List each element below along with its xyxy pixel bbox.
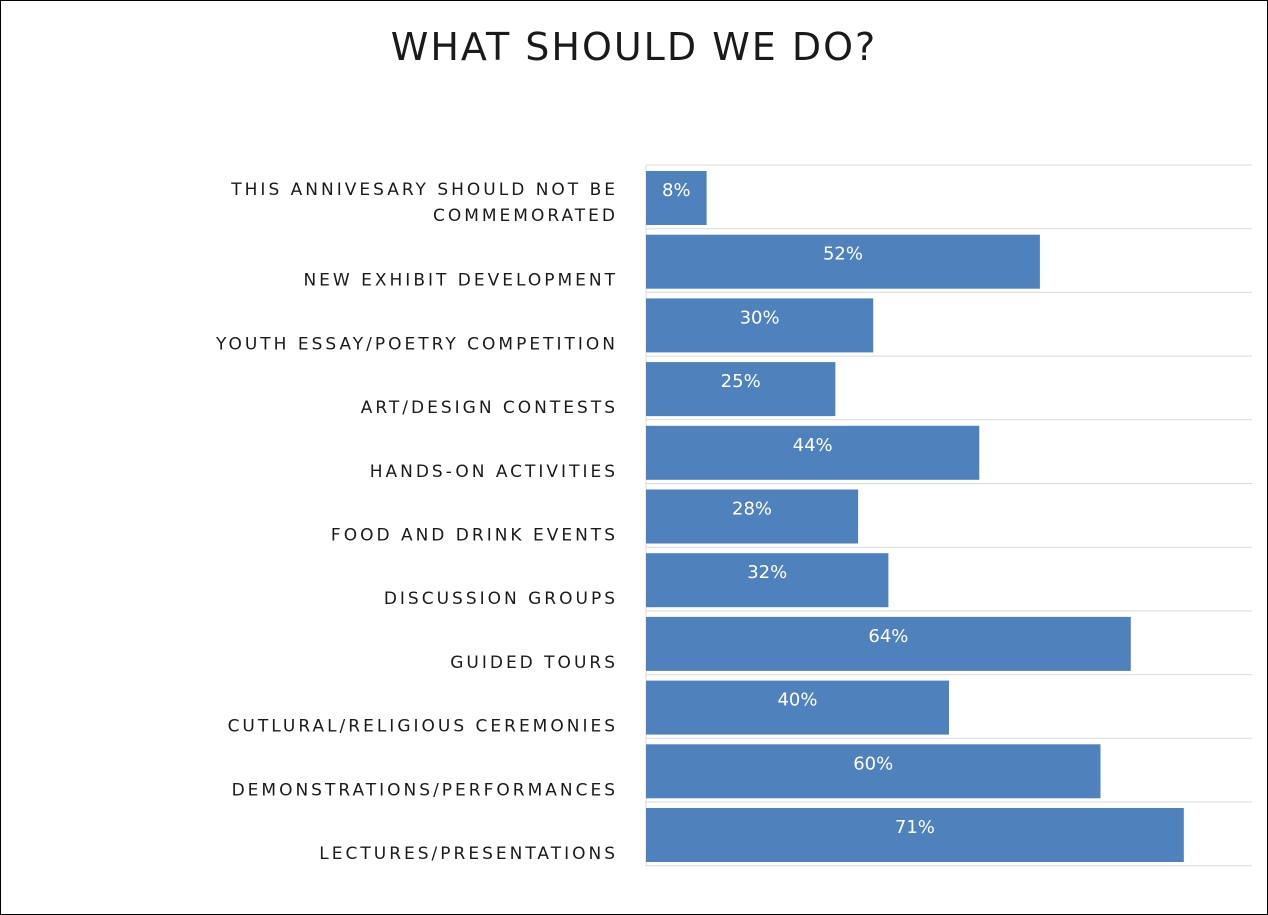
chart-title: WHAT SHOULD WE DO?: [390, 25, 878, 69]
data-label: 60%: [853, 753, 893, 774]
category-label: GUIDED TOURS: [450, 653, 618, 673]
bar: [646, 362, 836, 417]
category-label: NEW EXHIBIT DEVELOPMENT: [303, 271, 618, 291]
category-label: DISCUSSION GROUPS: [384, 589, 618, 609]
category-label: HANDS-ON ACTIVITIES: [370, 462, 618, 482]
data-label: 28%: [732, 499, 772, 520]
data-label: 25%: [721, 371, 761, 392]
category-labels: THIS ANNIVESARY SHOULD NOT BE COMMEMORATE…: [215, 180, 618, 864]
category-label: ART/DESIGN CONTESTS: [361, 398, 618, 418]
gridlines: [645, 164, 1252, 867]
category-label: THIS ANNIVESARY SHOULD NOT BE: [230, 180, 618, 200]
bar: [646, 808, 1184, 862]
category-label: DEMONSTRATIONS/PERFORMANCES: [232, 780, 618, 800]
data-label: 32%: [747, 562, 787, 583]
bar: [646, 616, 1131, 671]
data-label: 71%: [895, 817, 935, 838]
data-label: 52%: [823, 244, 863, 265]
bar: [646, 553, 889, 608]
bar: [646, 298, 874, 353]
bar: [646, 234, 1040, 289]
data-label: 64%: [868, 626, 908, 647]
bar: [646, 680, 949, 735]
category-label: YOUTH ESSAY/POETRY COMPETITION: [215, 334, 618, 354]
bar: [646, 744, 1101, 799]
bar: [646, 489, 859, 544]
category-label: CUTLURAL/RELIGIOUS CEREMONIES: [228, 717, 618, 737]
data-label: 30%: [740, 307, 780, 328]
category-label: FOOD AND DRINK EVENTS: [331, 526, 618, 546]
data-label: 44%: [793, 435, 833, 456]
category-label: COMMEMORATED: [433, 206, 618, 226]
data-label: 8%: [662, 180, 691, 201]
data-labels: 8% 52% 30% 25% 44% 28% 32% 64% 40% 60% 71%: [662, 180, 935, 838]
bar: [646, 171, 707, 225]
data-label: 40%: [777, 690, 817, 711]
bars: [646, 171, 1184, 862]
category-label: LECTURES/PRESENTATIONS: [319, 844, 618, 864]
bar: [646, 425, 980, 480]
